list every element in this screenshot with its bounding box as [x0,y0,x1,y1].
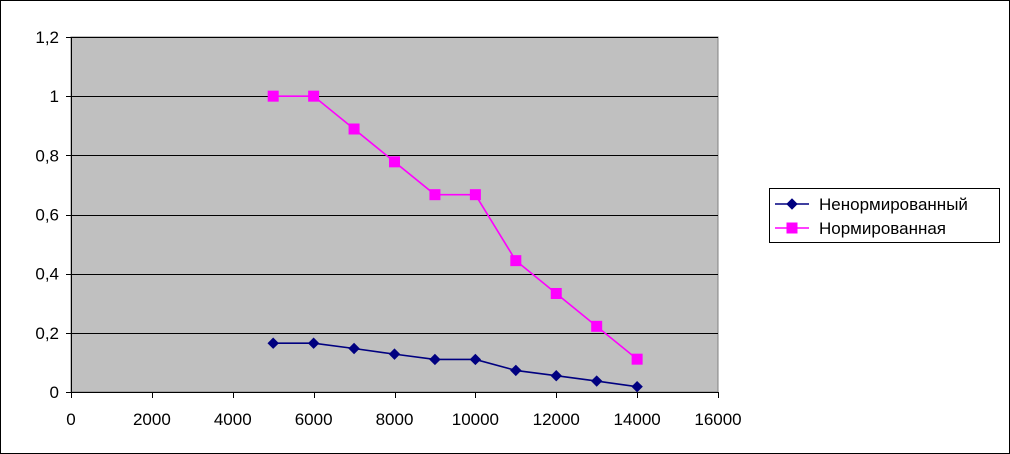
x-tick-label: 12000 [533,410,580,429]
plot-area [70,36,719,393]
data-point [510,364,522,377]
data-point [348,123,360,135]
x-tick-label: 14000 [613,410,660,429]
legend-item: Ненормированный [775,195,968,214]
y-tick-label: 0,2 [35,324,59,343]
data-point [469,189,481,201]
series-line [273,342,638,388]
y-tick-label: 0,6 [35,206,59,225]
x-tick-labels: 0 2000 4000 6000 8000 10000 12000 14000 16000 [66,410,741,429]
y-tick-label: 1,2 [35,28,59,47]
y-tick-label: 0,4 [35,265,59,284]
x-tick-label: 16000 [694,410,741,429]
data-point [348,342,360,355]
data-point [631,380,643,393]
legend-item: Нормированная [775,219,946,238]
data-point [550,370,562,382]
data-point [267,337,279,349]
x-tick-label: 2000 [133,410,171,429]
data-point [510,255,522,267]
data-point [308,90,320,102]
x-tick-label: 8000 [376,410,414,429]
x-tick-label: 4000 [214,410,252,429]
legend-marker [786,222,798,234]
series-2 [267,90,643,365]
data-point [631,353,643,365]
legend: Ненормированный Нормированная [769,188,1000,243]
series-group [267,90,643,393]
data-point [550,287,562,299]
data-point [267,90,279,102]
data-point [388,348,401,360]
data-point [429,189,441,201]
data-point [389,156,400,168]
grid-lines [71,37,718,334]
series-line [273,95,638,360]
legend-box [769,188,1000,243]
data-point [307,337,320,349]
y-tick-label: 0,8 [35,146,59,165]
data-point [429,353,441,366]
data-point [590,375,603,387]
series-1 [267,337,643,393]
x-tick-label: 10000 [452,410,499,429]
x-tick-label: 0 [66,410,75,429]
data-point [469,353,482,366]
legend-marker [786,198,798,210]
legend-label: Ненормированный [819,195,968,214]
x-tick-label: 6000 [295,410,333,429]
data-point [591,320,603,332]
y-tick-label: 0 [50,383,59,402]
legend-label: Нормированная [819,219,946,238]
axes [66,37,719,398]
y-tick-labels: 0 0,2 0,4 0,6 0,8 1 1,2 [35,28,59,402]
y-tick-label: 1 [50,87,59,106]
